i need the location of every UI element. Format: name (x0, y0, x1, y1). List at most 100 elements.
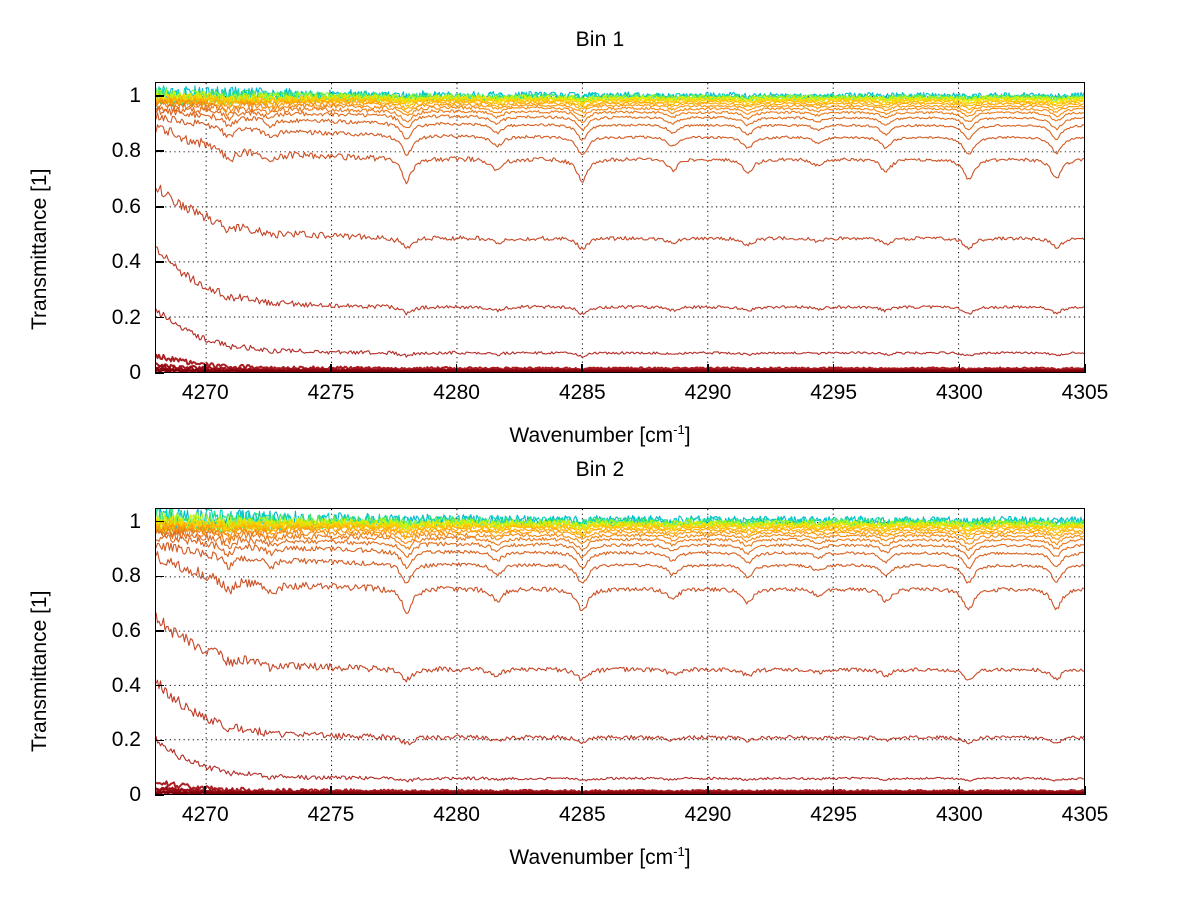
x-tick-mark (455, 364, 458, 373)
y-tick-label: 0.4 (111, 250, 141, 274)
plot-area-bin-2 (155, 508, 1085, 795)
plot-area-bin-1 (155, 82, 1085, 373)
x-tick-mark (581, 786, 584, 795)
y-axis-label-bin-2: Transmittance [1] (28, 590, 51, 752)
x-tick-mark (204, 364, 207, 373)
y-tick-mark (155, 150, 164, 153)
y-tick-label: 0.8 (111, 139, 141, 163)
x-tick-label: 4300 (935, 803, 983, 826)
y-tick-mark (155, 372, 164, 374)
y-tick-label: 0.8 (111, 564, 141, 588)
x-axis-label-exponent: -1 (673, 844, 685, 859)
spectrum-line (156, 528, 1084, 550)
x-tick-mark (958, 364, 961, 373)
spectrum-line (156, 509, 1084, 533)
x-tick-mark (581, 364, 584, 373)
y-tick-label: 0.6 (111, 619, 141, 642)
spectrum-line (156, 354, 1084, 370)
x-tick-label: 4285 (558, 803, 606, 826)
spectrum-line (156, 105, 1084, 131)
spectrum-line (156, 125, 1084, 184)
x-axis-label-text: Wavenumber [cm (509, 846, 674, 869)
x-tick-mark (204, 786, 207, 795)
x-tick-mark (707, 364, 709, 373)
spectrum-line (156, 100, 1084, 118)
x-tick-label: 4270 (181, 803, 229, 826)
y-tick-mark (155, 739, 164, 742)
spectrum-line (156, 108, 1084, 140)
y-tick-label: 0 (129, 783, 141, 806)
spectrum-line (156, 370, 1084, 372)
x-tick-label: 4305 (1061, 381, 1109, 404)
spectrum-line (156, 522, 1084, 536)
x-tick-label: 4305 (1061, 803, 1109, 826)
subplot-bin-1: Bin 1 Transmittance [1] Wavenumber [cm-1… (0, 0, 1200, 450)
y-tick-label: 0 (129, 361, 141, 384)
x-tick-mark (1084, 364, 1086, 373)
spectra-lines-bin-1 (156, 83, 1084, 372)
spectrum-line (156, 517, 1084, 531)
y-tick-label: 0.2 (111, 728, 141, 752)
spectra-lines-bin-2 (156, 509, 1084, 794)
y-tick-label: 0.4 (111, 673, 141, 697)
spectrum-line (156, 535, 1084, 569)
x-tick-label: 4275 (307, 803, 355, 826)
x-tick-label: 4270 (181, 381, 229, 404)
spectrum-line (156, 552, 1084, 614)
spectrum-line (156, 792, 1084, 794)
x-axis-label-text: Wavenumber [cm (509, 424, 674, 447)
spectrum-line (156, 309, 1084, 357)
x-tick-label: 4295 (810, 381, 857, 404)
y-tick-mark (155, 316, 164, 319)
x-tick-label: 4285 (558, 381, 606, 404)
y-tick-label: 0.2 (111, 305, 141, 329)
x-tick-mark (832, 364, 835, 373)
spectrum-line (156, 612, 1084, 682)
spectrum-line (156, 520, 1084, 534)
x-tick-mark (330, 786, 332, 795)
y-tick-label: 1 (129, 509, 141, 533)
y-tick-mark (155, 261, 164, 263)
y-axis-label-bin-1: Transmittance [1] (28, 168, 51, 330)
x-tick-label: 4300 (935, 381, 983, 404)
x-tick-mark (707, 786, 709, 795)
spectrum-line (156, 98, 1084, 113)
x-tick-label: 4290 (684, 803, 732, 826)
spectrum-line (156, 526, 1084, 545)
spectrum-line (156, 531, 1084, 559)
x-tick-label: 4295 (810, 803, 857, 826)
spectrum-line (156, 247, 1084, 315)
y-tick-mark (155, 630, 164, 632)
x-tick-mark (1084, 786, 1086, 795)
y-tick-mark (155, 575, 164, 578)
y-tick-mark (155, 95, 164, 97)
x-tick-label: 4290 (684, 381, 732, 404)
x-tick-mark (832, 786, 835, 795)
y-tick-label: 0.6 (111, 194, 141, 218)
spectrum-line (156, 185, 1084, 249)
y-tick-mark (155, 205, 164, 208)
spectrum-line (156, 680, 1084, 745)
spectrum-line (156, 736, 1084, 782)
x-tick-mark (958, 786, 961, 795)
spectrum-line (156, 101, 1084, 122)
spectrum-line (156, 524, 1084, 540)
y-tick-mark (155, 684, 164, 687)
x-tick-mark (455, 786, 458, 795)
x-axis-label-tail: ] (684, 424, 691, 447)
y-tick-mark (155, 794, 164, 796)
x-axis-label-exponent: -1 (673, 422, 685, 437)
x-tick-label: 4275 (307, 381, 355, 404)
spectrum-line (156, 90, 1084, 104)
spectrum-line (156, 97, 1084, 110)
y-tick-label: 1 (129, 83, 141, 107)
x-tick-label: 4280 (433, 803, 480, 826)
subplot-bin-2: Bin 2 Transmittance [1] Wavenumber [cm-1… (0, 450, 1200, 901)
x-axis-label-bin-1: Wavenumber [cm-1] (0, 422, 1200, 448)
subplot-title-bin-2: Bin 2 (575, 458, 625, 481)
x-axis-label-tail: ] (684, 846, 691, 869)
x-axis-label-bin-2: Wavenumber [cm-1] (0, 844, 1200, 870)
spectrum-line (156, 113, 1084, 156)
x-tick-label: 4280 (433, 381, 480, 404)
